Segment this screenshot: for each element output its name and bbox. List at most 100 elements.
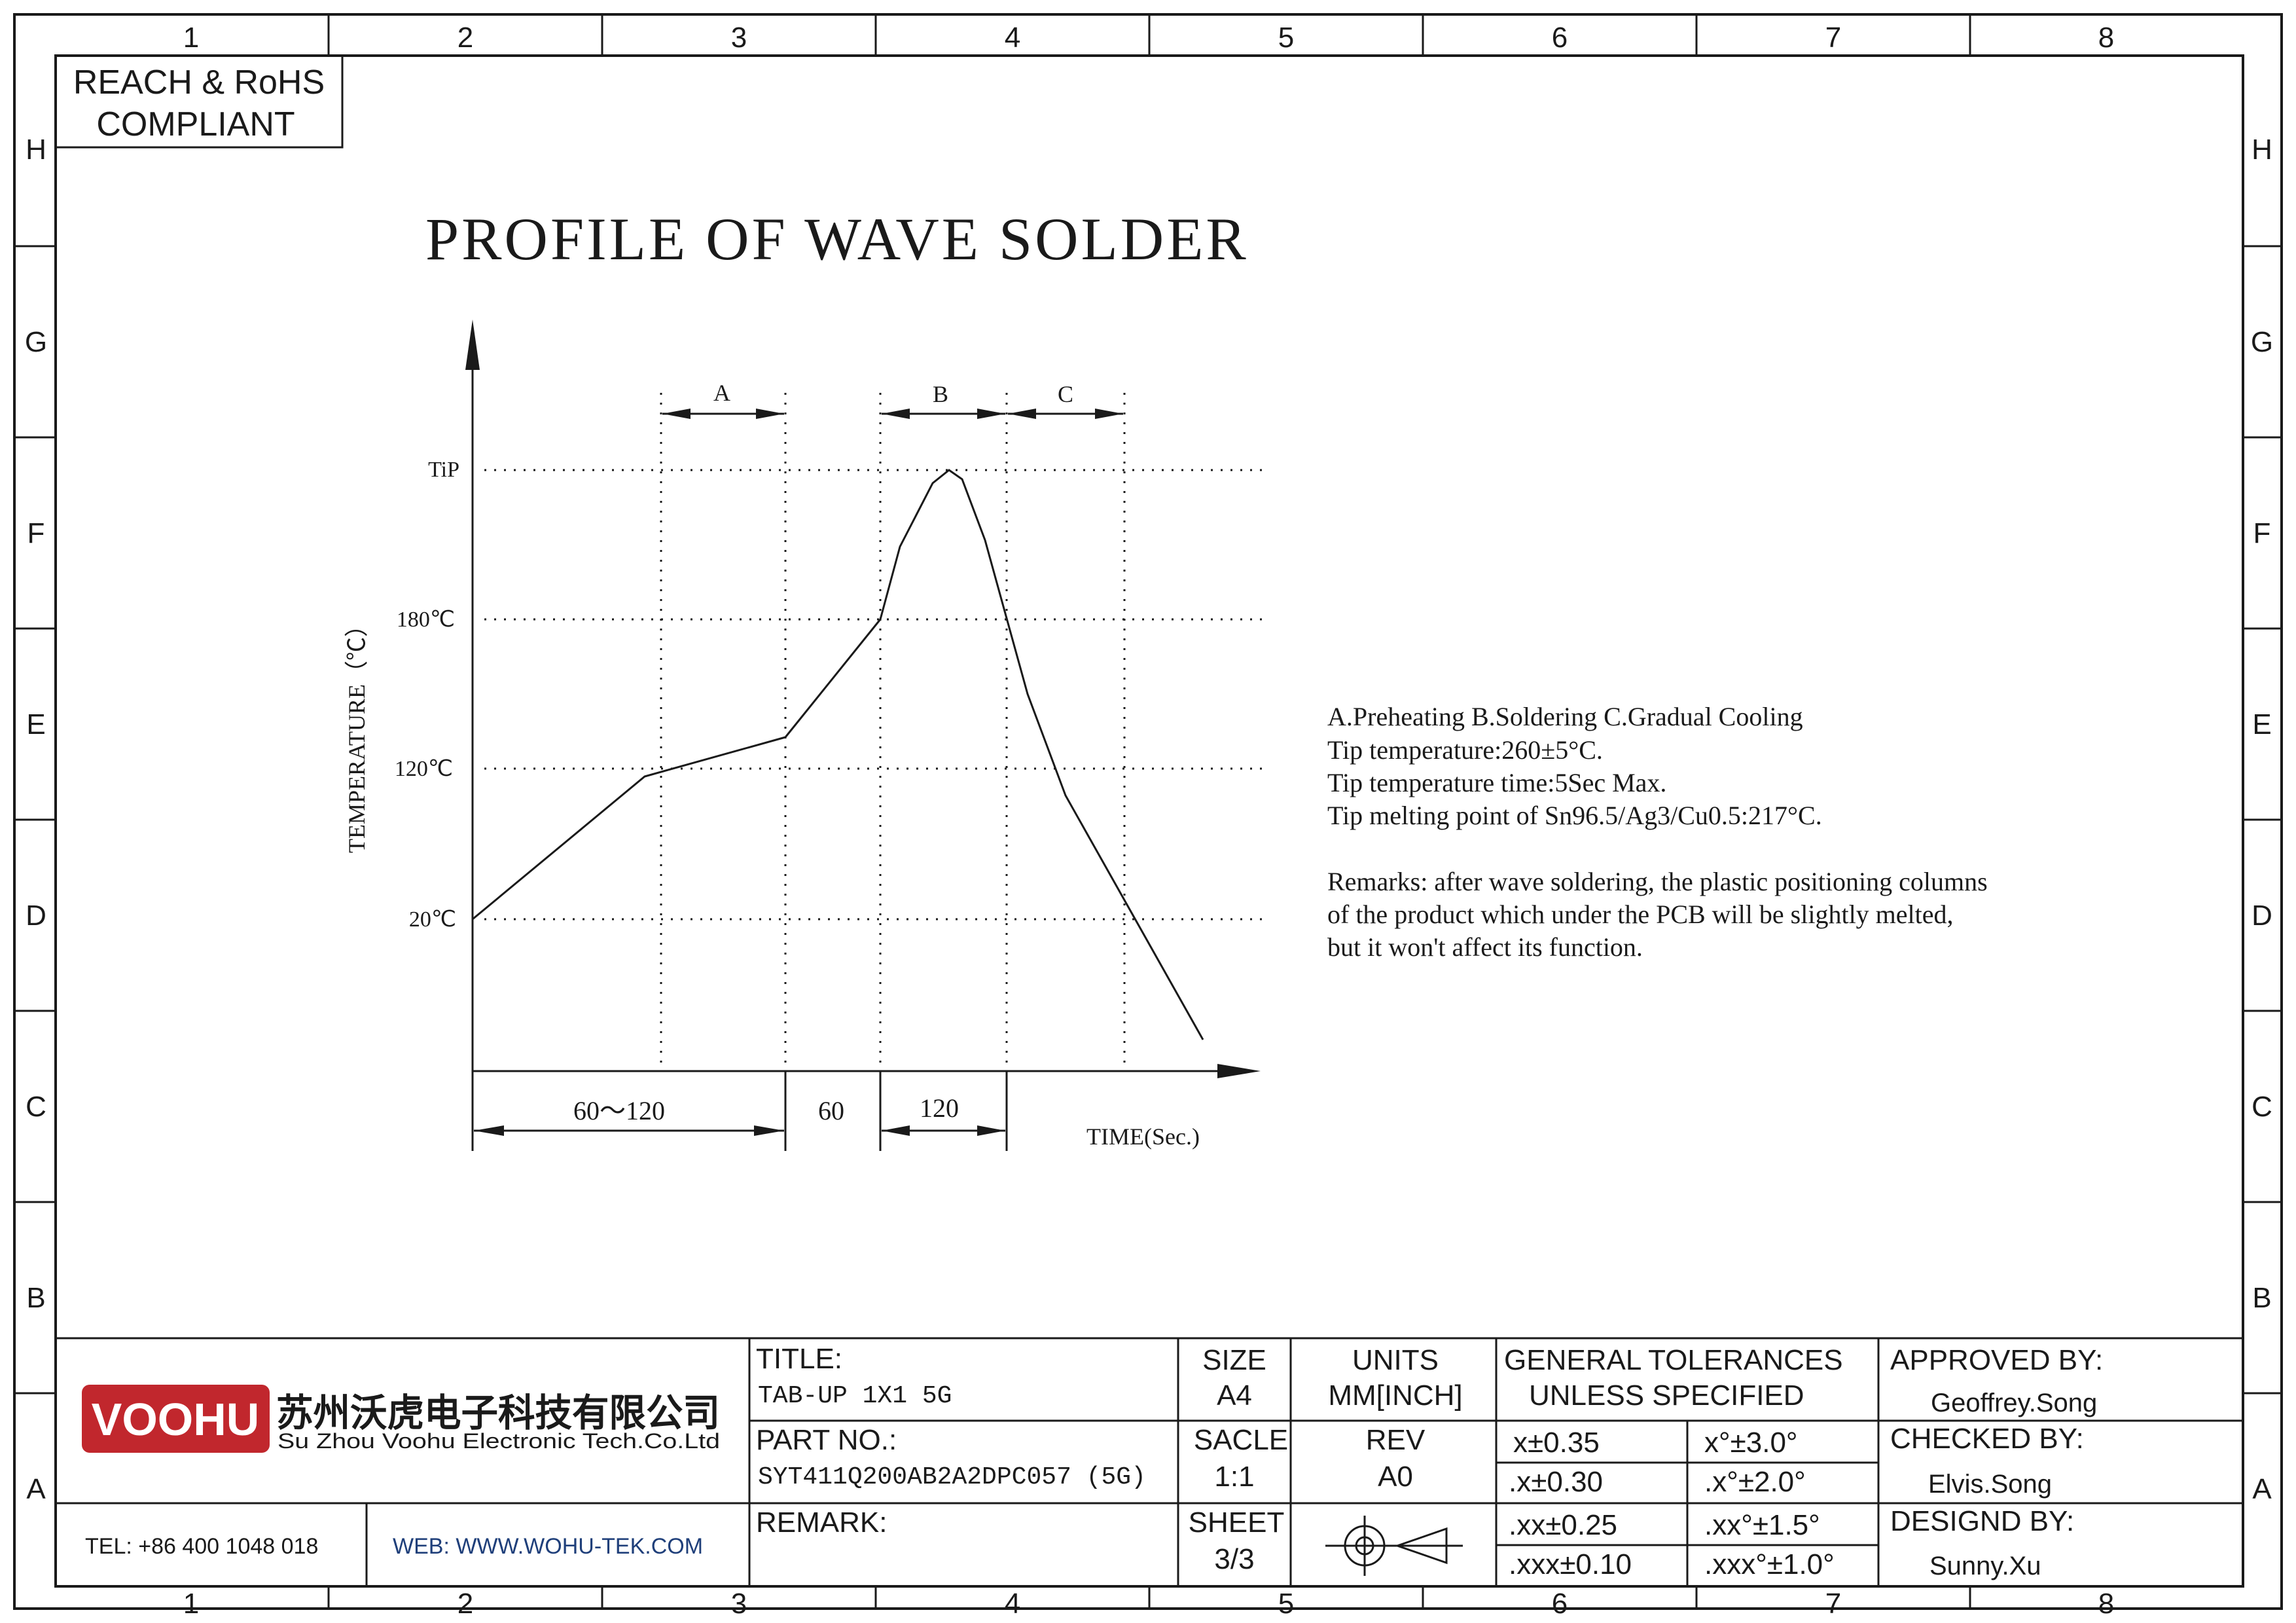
note-line: Tip temperature time:5Sec Max. (1327, 768, 1666, 797)
grid-col-label: 7 (1825, 22, 1841, 54)
tolerance-angular: x°±3.0° (1704, 1427, 1798, 1459)
grid-col-label: 2 (457, 1588, 473, 1620)
compliance-box: REACH & RoHS COMPLIANT (54, 54, 344, 149)
grid-col-label: 1 (183, 1588, 199, 1620)
approved-by-name: Geoffrey.Song (1931, 1389, 2097, 1417)
units-label: UNITS (1352, 1344, 1439, 1376)
company-tel: TEL: +86 400 1048 018 (85, 1534, 318, 1559)
company-web-link[interactable]: WEB: WWW.WOHU-TEK.COM (393, 1534, 703, 1559)
units-value: MM[INCH] (1328, 1379, 1462, 1412)
remark-line: of the product which under the PCB will … (1327, 900, 1954, 929)
title-value: TAB-UP 1X1 5G (758, 1382, 952, 1410)
tolerance-linear: .xx±0.25 (1509, 1509, 1617, 1541)
compliance-line-2: COMPLIANT (96, 105, 295, 143)
grid-col-label: 3 (731, 1588, 747, 1620)
grid-col-label: 6 (1552, 1588, 1568, 1620)
size-label: SIZE (1202, 1344, 1266, 1376)
drawing-frame (13, 13, 2283, 1610)
profile-diagram: TiP 180℃ 120℃ 20℃ TEMPERATURE（℃） A B C (344, 319, 1263, 1151)
grid-row-label: F (2253, 517, 2271, 549)
zone-label-c: C (1058, 381, 1073, 407)
y-tick-label: 120℃ (395, 757, 453, 781)
y-tick-label: TiP (428, 458, 459, 482)
tolerance-angular: .x°±2.0° (1704, 1466, 1806, 1498)
title-label: TITLE: (756, 1343, 842, 1375)
tolerance-linear: .xxx±0.10 (1509, 1548, 1632, 1580)
grid-col-label: 7 (1825, 1588, 1841, 1620)
grid-row-label: C (26, 1091, 46, 1123)
tolerances-subheading: UNLESS SPECIFIED (1529, 1379, 1804, 1412)
grid-row-label: H (26, 134, 46, 166)
remark-label: REMARK: (756, 1506, 887, 1539)
grid-col-label: 1 (183, 22, 199, 54)
tolerance-linear: x±0.35 (1513, 1427, 1600, 1459)
company-name-en: Su Zhou Voohu Electronic Tech.Co.Ltd (278, 1429, 720, 1453)
grid-row-label: G (25, 326, 47, 358)
grid-col-label: 4 (1005, 22, 1020, 54)
remark-line: but it won't affect its function. (1327, 932, 1643, 962)
grid-row-label: E (26, 708, 45, 740)
compliance-line-1: REACH & RoHS (73, 64, 325, 101)
grid-col-label: 2 (457, 22, 473, 54)
sheet-value: 3/3 (1214, 1543, 1254, 1575)
rev-value: A0 (1378, 1461, 1413, 1493)
x-axis-arrow (1217, 1064, 1261, 1078)
grid-row-label: G (2251, 326, 2273, 358)
grid-row-label: D (2251, 900, 2272, 932)
tolerance-angular: .xxx°±1.0° (1704, 1548, 1835, 1580)
grid-labels: 1 2 3 4 5 6 7 8 1 2 3 4 5 6 7 8 H G F E … (25, 22, 2273, 1620)
grid-col-label: 4 (1005, 1588, 1020, 1620)
part-no-value: SYT411Q200AB2A2DPC057 (5G) (758, 1463, 1146, 1491)
remark-line: Remarks: after wave soldering, the plast… (1327, 867, 1988, 896)
y-tick-label: 20℃ (409, 907, 456, 932)
grid-row-label: D (26, 900, 46, 932)
sheet-label: SHEET (1189, 1506, 1285, 1539)
grid-row-label: B (26, 1282, 45, 1314)
rev-label: REV (1366, 1424, 1426, 1456)
company-name-cn: 苏州沃虎电子科技有限公司 (276, 1392, 720, 1434)
checked-by-label: CHECKED BY: (1890, 1423, 2084, 1455)
y-axis-label: TEMPERATURE（℃） (344, 613, 370, 853)
zone-label-a: A (713, 380, 730, 406)
grid-col-label: 5 (1278, 22, 1294, 54)
grid-row-label: F (27, 517, 45, 549)
company-logo-text: VOOHU (92, 1394, 260, 1445)
tolerance-angular: .xx°±1.5° (1704, 1509, 1820, 1541)
grid-row-label: C (2251, 1091, 2272, 1123)
size-value: A4 (1217, 1379, 1252, 1412)
title-block: VOOHU 苏州沃虎电子科技有限公司 Su Zhou Voohu Electro… (56, 1337, 2243, 1586)
grid-col-label: 6 (1552, 22, 1568, 54)
approved-by-label: APPROVED BY: (1890, 1344, 2103, 1376)
grid-col-label: 8 (2098, 22, 2114, 54)
designed-by-label: DESIGND BY: (1890, 1505, 2074, 1537)
temperature-curve (472, 469, 1204, 1040)
note-line: Tip temperature:260±5°C. (1327, 735, 1603, 765)
grid-row-label: E (2252, 708, 2271, 740)
grid-row-label: A (26, 1473, 46, 1505)
duration-label: 60 (818, 1096, 844, 1125)
grid-row-label: H (2251, 134, 2272, 166)
grid-row-label: B (2252, 1282, 2271, 1314)
part-no-label: PART NO.: (756, 1424, 897, 1456)
note-line: A.Preheating B.Soldering C.Gradual Cooli… (1327, 702, 1803, 731)
duration-label: 120 (920, 1093, 959, 1123)
grid-row-label: A (2252, 1473, 2272, 1505)
designed-by-name: Sunny.Xu (1929, 1552, 2041, 1580)
company-logo (82, 1385, 270, 1453)
process-notes: A.Preheating B.Soldering C.Gradual Cooli… (1327, 702, 1988, 962)
duration-label: 60～120 (573, 1096, 665, 1125)
grid-col-label: 8 (2098, 1588, 2114, 1620)
tolerance-linear: .x±0.30 (1509, 1466, 1603, 1498)
x-axis-label: TIME(Sec.) (1086, 1123, 1200, 1150)
y-tick-label: 180℃ (397, 608, 455, 632)
profile-title: PROFILE OF WAVE SOLDER (425, 206, 1249, 272)
grid-col-label: 5 (1278, 1588, 1294, 1620)
note-line: Tip melting point of Sn96.5/Ag3/Cu0.5:21… (1327, 801, 1822, 830)
tolerances-heading: GENERAL TOLERANCES (1504, 1344, 1843, 1376)
y-axis-arrow (465, 319, 480, 370)
scale-label: SACLE (1194, 1424, 1288, 1456)
checked-by-name: Elvis.Song (1928, 1470, 2052, 1499)
first-angle-projection-icon (1325, 1516, 1463, 1576)
grid-col-label: 3 (731, 22, 747, 54)
zone-label-b: B (933, 381, 948, 407)
